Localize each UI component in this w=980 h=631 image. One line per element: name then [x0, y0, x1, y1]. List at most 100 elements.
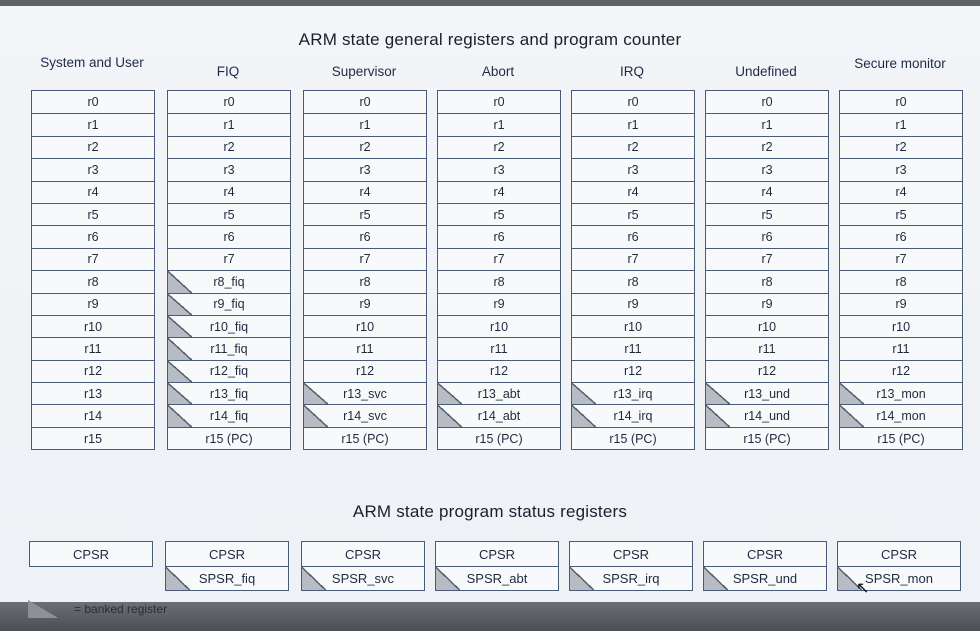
register-label: r1	[223, 118, 235, 133]
register-label: r0	[493, 95, 505, 110]
register-cell: r15 (PC)	[168, 426, 290, 450]
register-cell: r8	[304, 270, 426, 293]
register-cell: r11	[304, 337, 426, 360]
register-label: r8	[359, 274, 371, 289]
spsr-cell: SPSR_fiq	[166, 566, 288, 590]
register-label: r15 (PC)	[205, 431, 253, 446]
register-label: r3	[895, 162, 907, 177]
register-label: r11	[490, 341, 508, 356]
register-cell: r6	[438, 225, 560, 248]
register-cell: r9_fiq	[168, 292, 290, 316]
register-cell: r2	[32, 135, 154, 159]
psr-label: CPSR	[478, 546, 516, 562]
mode-header-supervisor: Supervisor	[331, 64, 397, 79]
register-label: r9	[761, 297, 773, 312]
register-label: r7	[761, 252, 773, 267]
register-cell: r7	[32, 247, 154, 271]
psr-label: SPSR_mon	[865, 571, 933, 586]
register-cell: r11	[572, 337, 694, 360]
register-label: r13_irq	[613, 386, 653, 401]
register-label: r12	[757, 364, 777, 379]
register-label: r7	[223, 252, 235, 267]
register-cell: r8	[438, 270, 560, 293]
register-cell: r13_und	[706, 382, 828, 405]
register-label: r1	[493, 118, 505, 133]
register-label: r10	[891, 319, 911, 334]
register-cell: r5	[572, 202, 694, 226]
register-label: r8_fiq	[213, 274, 245, 289]
register-cell: r6	[168, 225, 290, 248]
psr-label: SPSR_und	[732, 571, 798, 586]
register-cell: r3	[438, 158, 560, 181]
register-label: r3	[493, 162, 505, 177]
register-cell: r15 (PC)	[572, 426, 694, 450]
register-label: r7	[493, 252, 505, 267]
psr-label: CPSR	[344, 546, 382, 562]
mode-header-system-and-user: System and User	[40, 55, 144, 70]
register-label: r6	[223, 230, 235, 245]
register-cell: r9	[304, 292, 426, 315]
register-cell: r12	[32, 359, 154, 383]
register-label: r13_svc	[343, 386, 387, 401]
register-cell: r10	[32, 314, 154, 338]
psr-label: SPSR_abt	[466, 571, 528, 586]
legend: = banked register	[24, 600, 224, 620]
register-cell: r9	[32, 292, 154, 315]
psr-box-abort: CPSR SPSR_abt	[435, 541, 559, 591]
register-cell: r8	[706, 270, 828, 293]
register-label: r0	[359, 95, 371, 110]
register-label: r14_irq	[613, 409, 653, 424]
register-label: r4	[359, 185, 371, 200]
register-label: r2	[761, 140, 773, 155]
register-label: r9	[627, 297, 639, 312]
register-cell: r13_mon	[840, 382, 962, 405]
register-cell: r2	[840, 135, 962, 159]
register-cell: r4	[32, 180, 154, 203]
register-cell: r2	[438, 135, 560, 159]
register-cell: r6	[32, 225, 154, 248]
register-cell: r0	[32, 91, 154, 114]
register-label: r0	[627, 95, 639, 110]
cpsr-cell: CPSR	[838, 542, 960, 566]
register-label: r14	[83, 409, 103, 424]
register-cell: r9	[840, 292, 962, 315]
register-label: r15	[83, 431, 103, 446]
bottom-bar	[0, 602, 980, 631]
slide: ARM state general registers and program …	[0, 6, 980, 602]
register-label: r10	[623, 319, 643, 334]
register-cell: r4	[438, 180, 560, 203]
register-label: r8	[627, 274, 639, 289]
psr-label: SPSR_fiq	[198, 571, 256, 586]
register-label: r1	[359, 118, 371, 133]
register-cell: r6	[706, 225, 828, 248]
register-cell: r7	[438, 247, 560, 271]
register-label: r2	[87, 140, 99, 155]
register-label: r2	[493, 140, 505, 155]
register-cell: r8_fiq	[168, 270, 290, 293]
register-label: r6	[87, 230, 99, 245]
register-cell: r5	[304, 202, 426, 226]
register-cell: r5	[438, 202, 560, 226]
register-cell: r12	[572, 359, 694, 383]
register-cell: r9	[572, 292, 694, 315]
register-cell: r2	[168, 135, 290, 159]
register-label: r2	[895, 140, 907, 155]
register-label: r4	[223, 185, 235, 200]
mode-header-irq: IRQ	[619, 64, 644, 79]
register-label: r10	[355, 319, 375, 334]
register-label: r14_svc	[343, 409, 387, 424]
register-cell: r10	[304, 314, 426, 338]
psr-title: ARM state program status registers	[352, 502, 628, 521]
register-cell: r12	[304, 359, 426, 383]
register-label: r8	[493, 274, 505, 289]
register-label: r13_fiq	[209, 386, 249, 401]
register-cell: r12	[840, 359, 962, 383]
register-cell: r0	[572, 91, 694, 114]
registers-title: ARM state general registers and program …	[298, 30, 682, 49]
register-cell: r14_und	[706, 404, 828, 428]
register-cell: r14	[32, 404, 154, 427]
psr-label: CPSR	[746, 546, 784, 562]
register-cell: r1	[304, 113, 426, 136]
register-cell: r2	[304, 135, 426, 159]
register-cell: r7	[840, 247, 962, 271]
